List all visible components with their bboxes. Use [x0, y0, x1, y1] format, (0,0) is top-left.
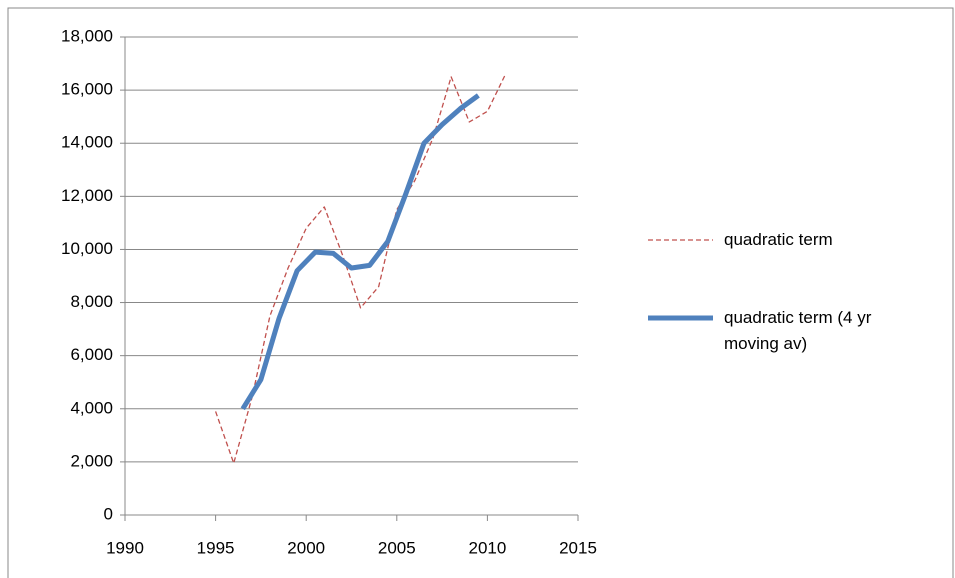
y-tick-label: 8,000: [70, 292, 113, 311]
legend-label: quadratic term (4 yr moving av): [724, 308, 872, 353]
x-tick-label: 1995: [197, 538, 235, 557]
y-tick-label: 4,000: [70, 398, 113, 417]
y-tick-label: 0: [104, 504, 113, 523]
x-tick-label: 2000: [287, 538, 325, 557]
y-tick-label: 12,000: [61, 186, 113, 205]
y-tick-label: 18,000: [61, 26, 113, 45]
line-series: [240, 93, 480, 411]
x-tick-label: 2010: [468, 538, 506, 557]
y-tick-label: 10,000: [61, 239, 113, 258]
chart-frame: [7, 7, 954, 578]
legend-label: quadratic term: [724, 230, 833, 249]
y-tick-label: 6,000: [70, 345, 113, 364]
y-tick-label: 14,000: [61, 133, 113, 152]
y-tick-label: 16,000: [61, 80, 113, 99]
x-tick-label: 2005: [378, 538, 416, 557]
x-tick-label: 1990: [106, 538, 144, 557]
y-tick-label: 2,000: [70, 451, 113, 470]
x-tick-label: 2015: [559, 538, 597, 557]
line-series: [214, 73, 507, 464]
